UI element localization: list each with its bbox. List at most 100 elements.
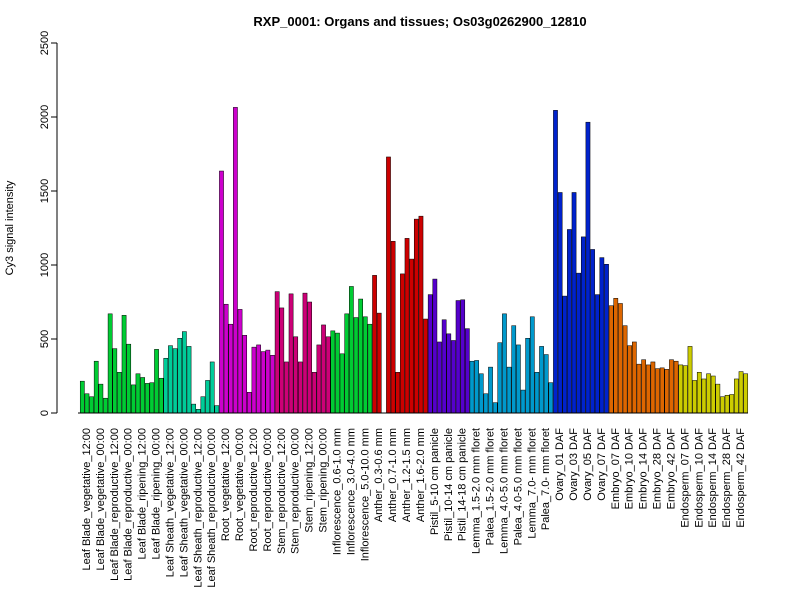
bar bbox=[525, 338, 530, 414]
x-tick-label: Root_reproductive_12:00 bbox=[248, 428, 260, 552]
x-tick-label: Stem_ripening_00:00 bbox=[318, 428, 330, 533]
bar bbox=[84, 393, 90, 414]
x-tick-label: Leaf Sheath_vegetative_12:00 bbox=[164, 428, 176, 577]
bar bbox=[567, 229, 572, 414]
x-tick-label: Root_reproductive_00:00 bbox=[262, 428, 274, 552]
bar bbox=[302, 292, 308, 414]
bar bbox=[590, 249, 595, 414]
x-tick-label: Embryo_14 DAF bbox=[638, 428, 650, 510]
bar bbox=[298, 361, 303, 414]
bar bbox=[279, 307, 285, 414]
bar bbox=[650, 361, 656, 414]
x-tick-label: Root_vegetative_00:00 bbox=[234, 428, 246, 541]
bar bbox=[358, 298, 363, 414]
bar bbox=[692, 380, 697, 414]
bar bbox=[395, 372, 401, 414]
bar bbox=[413, 218, 419, 414]
bar bbox=[659, 367, 665, 414]
bar bbox=[98, 383, 104, 414]
bar bbox=[307, 301, 312, 414]
bar bbox=[729, 394, 735, 414]
bar bbox=[548, 382, 554, 414]
bar bbox=[228, 323, 234, 414]
bar bbox=[386, 156, 391, 414]
bar bbox=[604, 264, 609, 414]
x-tick-label: Anther_1.2-1.5 mm bbox=[401, 428, 413, 522]
bar bbox=[131, 384, 136, 414]
bar bbox=[325, 336, 331, 414]
x-tick-label: Endosperm_07 DAF bbox=[679, 428, 691, 528]
bar bbox=[701, 378, 707, 414]
bar bbox=[423, 318, 428, 414]
bar bbox=[140, 377, 145, 414]
bar bbox=[237, 309, 243, 414]
bar bbox=[219, 170, 224, 414]
bar bbox=[594, 294, 600, 414]
bars-group bbox=[79, 107, 749, 414]
bar bbox=[274, 291, 280, 414]
bar bbox=[321, 324, 326, 414]
bar bbox=[622, 325, 628, 414]
x-tick-label: Root_vegetative_12:00 bbox=[220, 428, 232, 541]
bar bbox=[743, 373, 749, 414]
x-tick-label: Stem_reproductive_12:00 bbox=[276, 428, 288, 554]
x-tick-label: Anther_1.6-2.0 mm bbox=[415, 428, 427, 522]
x-tick-label: Inflorescence_5.0-10.0 mm bbox=[359, 428, 371, 561]
bar bbox=[474, 360, 479, 414]
bar bbox=[372, 275, 377, 414]
bar bbox=[618, 303, 623, 414]
x-tick-label: Anther_0.7-1.0 mm bbox=[387, 428, 399, 522]
bar bbox=[557, 192, 563, 414]
bar bbox=[182, 331, 187, 414]
bar bbox=[121, 315, 127, 414]
bar bbox=[158, 377, 164, 414]
x-tick-label: Embryo_28 DAF bbox=[652, 428, 664, 510]
bar bbox=[246, 392, 252, 414]
x-tick-label: Endosperm_42 DAF bbox=[735, 428, 747, 528]
x-tick-label: Leaf Sheath_vegetative_00:00 bbox=[178, 428, 190, 577]
bar bbox=[172, 348, 178, 414]
y-tick-label: 500 bbox=[39, 330, 51, 348]
x-tick-label: Ovary_05 DAF bbox=[582, 428, 594, 501]
x-tick-label: Inflorescence_0.6-1.0 mm bbox=[331, 428, 343, 555]
bar bbox=[720, 396, 725, 414]
bar bbox=[335, 332, 340, 414]
x-tick-label: Leaf Sheath_reproductive_12:00 bbox=[192, 428, 204, 588]
bar bbox=[311, 372, 317, 414]
x-tick-label: Leaf Blade_vegetative_12:00 bbox=[81, 428, 93, 571]
bar bbox=[645, 364, 651, 414]
bar bbox=[710, 375, 716, 414]
bar bbox=[260, 351, 266, 414]
bar bbox=[516, 344, 521, 414]
bar bbox=[135, 373, 141, 414]
bar bbox=[205, 380, 210, 414]
bar bbox=[112, 348, 118, 414]
x-tick-label: Endosperm_14 DAF bbox=[707, 428, 719, 528]
x-tick-label: Inflorescence_3.0-4.0 mm bbox=[345, 428, 357, 555]
bar bbox=[599, 257, 605, 414]
bar bbox=[251, 346, 257, 414]
bar bbox=[678, 364, 684, 414]
x-tick-label: Pistil_5-10 cm panicle bbox=[429, 428, 441, 535]
bar bbox=[696, 372, 702, 414]
bar bbox=[451, 340, 456, 414]
bar bbox=[163, 357, 169, 414]
bar bbox=[506, 366, 512, 414]
bar bbox=[465, 328, 470, 414]
x-tick-label: Leaf Blade_ripening_12:00 bbox=[137, 428, 149, 560]
bar bbox=[734, 378, 739, 414]
x-tick-label: Ovary_03 DAF bbox=[568, 428, 580, 501]
y-axis: 0 500 1000 1500 2000 2500 bbox=[39, 31, 58, 416]
bar bbox=[390, 241, 396, 414]
bar bbox=[585, 121, 591, 414]
chart-title: RXP_0001: Organs and tissues; Os03g02629… bbox=[253, 14, 586, 29]
x-tick-label: Lemma_7.0- mm floret bbox=[526, 428, 538, 539]
bar bbox=[284, 361, 289, 414]
bar bbox=[256, 344, 261, 414]
bar bbox=[520, 389, 526, 414]
bar bbox=[168, 345, 173, 414]
bar bbox=[469, 360, 475, 414]
bar bbox=[483, 393, 489, 414]
x-tick-labels: Leaf Blade_vegetative_12:00 Leaf Blade_ve… bbox=[81, 428, 747, 588]
bar bbox=[683, 365, 688, 414]
